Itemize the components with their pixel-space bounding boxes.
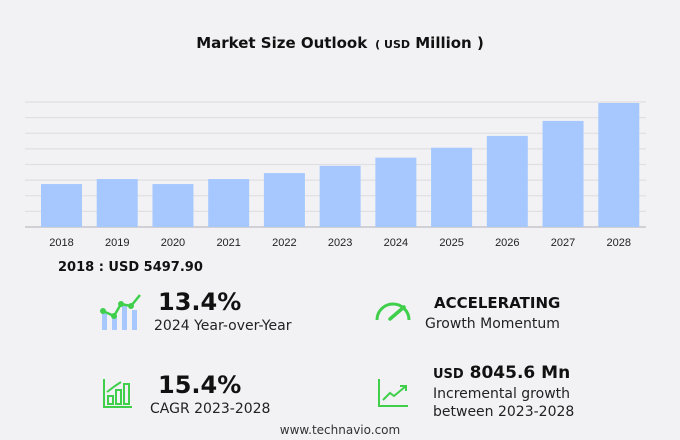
bar-2027 bbox=[542, 120, 584, 227]
x-tick-label: 2025 bbox=[439, 237, 463, 249]
bar-2026 bbox=[486, 135, 528, 227]
x-tick-label: 2018 bbox=[49, 237, 73, 249]
cagr-value: 15.4% bbox=[158, 371, 242, 399]
bar-2022 bbox=[263, 173, 305, 227]
incremental-currency: USD bbox=[433, 367, 464, 382]
incremental-value: USD 8045.6 Mn bbox=[433, 363, 570, 383]
x-tick-label: 2022 bbox=[272, 237, 296, 249]
bar-2028 bbox=[598, 102, 640, 227]
bar-2025 bbox=[431, 147, 473, 227]
bar-2018 bbox=[41, 184, 82, 227]
x-tick-label: 2028 bbox=[607, 237, 631, 249]
yoy-chart-icon bbox=[100, 294, 141, 330]
unit-prefix: ( USD bbox=[375, 38, 411, 51]
growth-line-icon bbox=[378, 379, 408, 407]
footer-url[interactable]: www.technavio.com bbox=[279, 423, 401, 437]
x-tick-label: 2021 bbox=[216, 237, 240, 249]
x-tick-label: 2026 bbox=[495, 237, 519, 249]
incremental-label-1: Incremental growth bbox=[433, 386, 571, 402]
bar-2021 bbox=[208, 179, 250, 227]
x-tick-label: 2020 bbox=[161, 237, 185, 249]
yoy-label: 2024 Year-over-Year bbox=[154, 318, 292, 334]
momentum-label: Growth Momentum bbox=[425, 316, 560, 332]
bar-2023 bbox=[319, 165, 361, 227]
base-year-value: 2018 : USD 5497.90 bbox=[58, 260, 203, 275]
x-tick-label: 2019 bbox=[105, 237, 129, 249]
incremental-amount: 8045.6 Mn bbox=[469, 363, 571, 383]
bar-chart: 2018 2019 2020 2021 2022 2023 2024 2025 2026 2027… bbox=[25, 101, 646, 249]
incremental-label-2: between 2023-2028 bbox=[433, 404, 575, 420]
x-tick-label: 2023 bbox=[328, 237, 352, 249]
bar-2020 bbox=[152, 184, 194, 227]
cagr-label: CAGR 2023-2028 bbox=[150, 401, 271, 417]
title-text: Market Size Outlook bbox=[196, 34, 368, 52]
momentum-value: ACCELERATING bbox=[434, 294, 561, 312]
speedometer-icon bbox=[375, 302, 411, 321]
cagr-bar-icon bbox=[103, 379, 132, 408]
bar-2024 bbox=[375, 157, 417, 227]
yoy-value: 13.4% bbox=[158, 288, 242, 316]
chart-title: Market Size Outlook ( USD Million ) bbox=[0, 34, 680, 52]
x-tick-label: 2024 bbox=[384, 237, 408, 249]
bar-2019 bbox=[96, 179, 138, 227]
unit-suffix: Million ) bbox=[415, 34, 484, 52]
x-tick-label: 2027 bbox=[551, 237, 575, 249]
